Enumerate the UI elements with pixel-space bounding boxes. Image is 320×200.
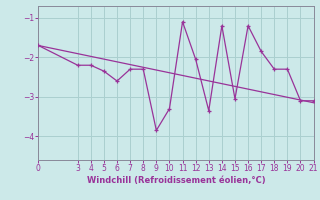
X-axis label: Windchill (Refroidissement éolien,°C): Windchill (Refroidissement éolien,°C) bbox=[87, 176, 265, 185]
